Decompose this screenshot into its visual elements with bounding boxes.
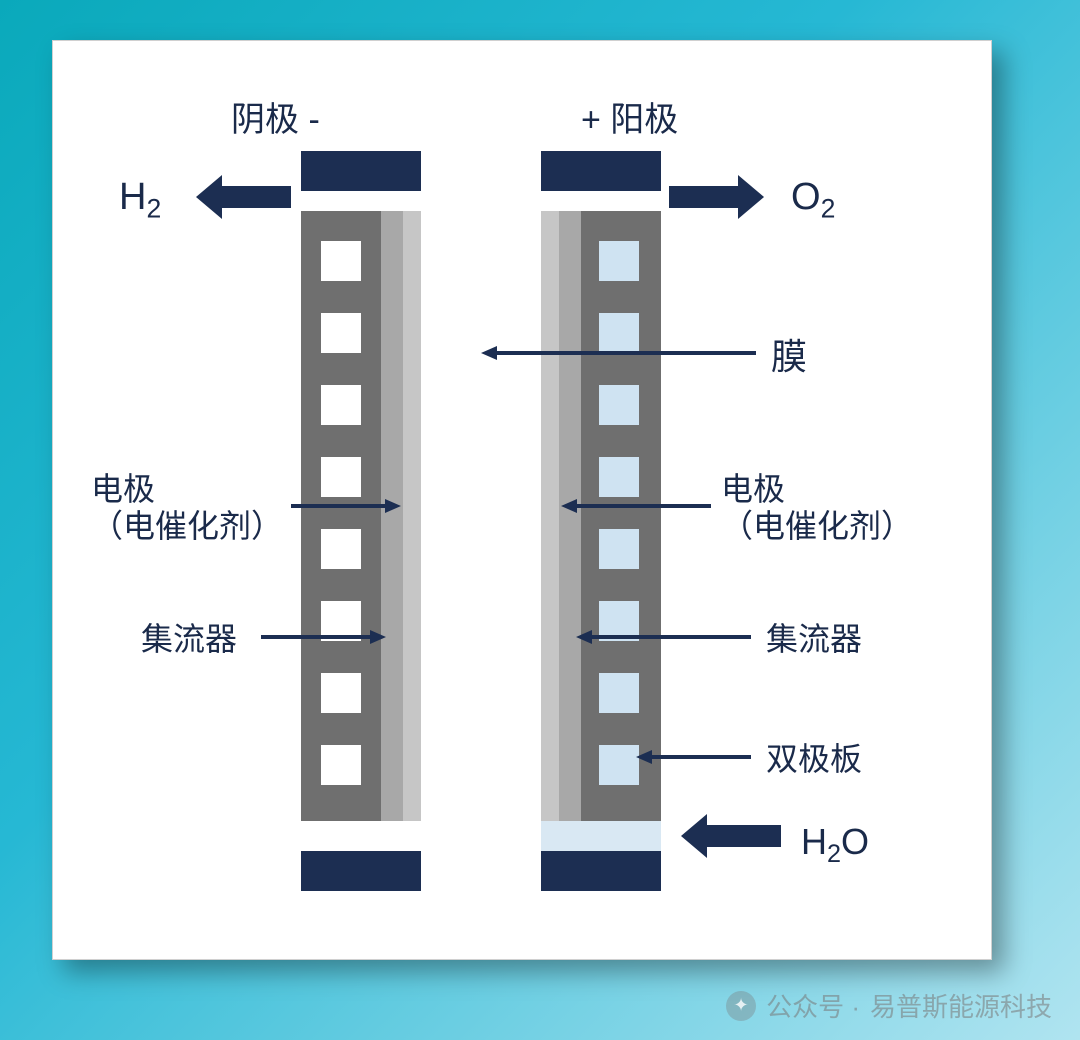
right-collector [559, 211, 581, 821]
right-channel [599, 241, 639, 281]
electrode-left-pointer [291, 499, 401, 513]
diagram-stage: 阴极 - + 阳极 H2 O2 膜电极（电催化剂） 电极（电催化剂） 集流器 集流器双极板 H2… [53, 41, 991, 959]
h2-out-arrow [196, 175, 291, 219]
collector-left-pointer [261, 630, 386, 644]
right-channel [599, 673, 639, 713]
right-bipolar-plate [581, 211, 661, 821]
electrode-left-label: 电极（电催化剂） [91, 471, 283, 545]
terminal-bottom-left [301, 851, 421, 891]
o2-out-arrow [669, 175, 764, 219]
collector-right-label: 集流器 [766, 621, 862, 658]
watermark-name: 易普斯能源科技 [870, 987, 1052, 1024]
anode-label: + 阳极 [581, 101, 678, 140]
h2o-band [541, 821, 661, 851]
electrode-right-pointer [561, 499, 711, 513]
right-electrode [541, 211, 559, 821]
terminal-top-right [541, 151, 661, 191]
cathode-label: 阴极 - [231, 101, 320, 140]
left-electrode [403, 211, 421, 821]
left-channel [321, 457, 361, 497]
h2-label: H2 [119, 176, 161, 224]
o2-label: O2 [791, 176, 835, 224]
terminal-bottom-right [541, 851, 661, 891]
watermark-prefix: 公众号 · [766, 987, 860, 1024]
right-channel [599, 745, 639, 785]
bipolar-right-pointer [636, 750, 751, 764]
h2o-label: H2O [801, 821, 869, 869]
left-channel [321, 529, 361, 569]
collector-left-label: 集流器 [141, 621, 237, 658]
right-channel [599, 457, 639, 497]
right-channel [599, 385, 639, 425]
electrode-right-label: 电极（电催化剂） [721, 471, 913, 545]
left-channel [321, 673, 361, 713]
left-channel [321, 241, 361, 281]
bipolar-right-label: 双极板 [766, 741, 862, 778]
watermark: ✦ 公众号 · 易普斯能源科技 [726, 987, 1052, 1024]
left-channel [321, 385, 361, 425]
wechat-icon: ✦ [726, 991, 756, 1021]
left-channel [321, 745, 361, 785]
diagram-card: 阴极 - + 阳极 H2 O2 膜电极（电催化剂） 电极（电催化剂） 集流器 集流器双极板 H2… [52, 40, 992, 960]
left-collector [381, 211, 403, 821]
left-bipolar-plate [301, 211, 381, 821]
h2o-in-arrow [681, 814, 781, 858]
membrane-label: 膜 [771, 336, 807, 377]
collector-right-pointer [576, 630, 751, 644]
terminal-top-left [301, 151, 421, 191]
right-channel [599, 529, 639, 569]
membrane-pointer [481, 346, 756, 360]
left-channel [321, 313, 361, 353]
